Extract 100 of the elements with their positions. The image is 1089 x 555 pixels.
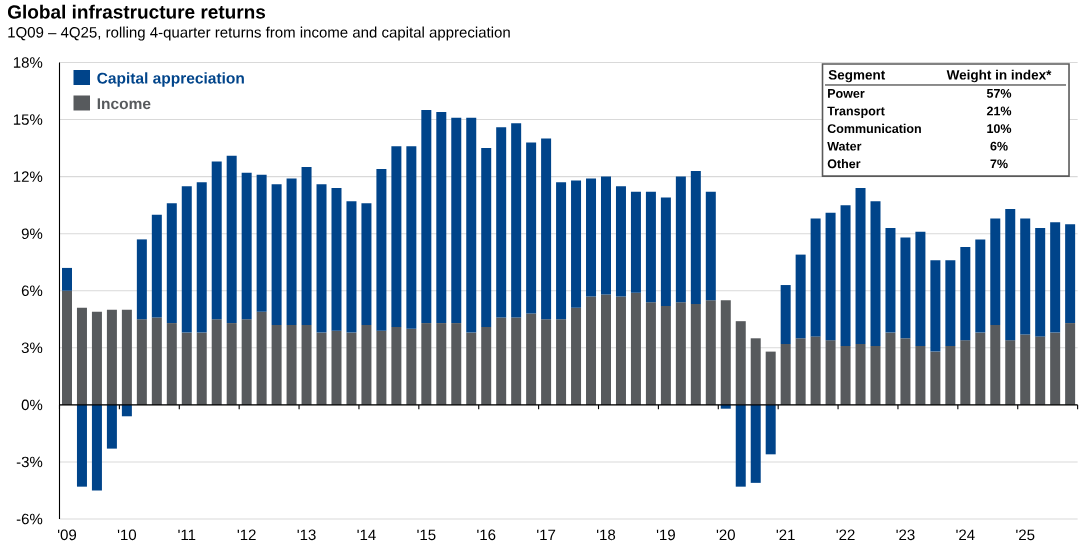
bar [615, 186, 626, 297]
bar [930, 260, 941, 352]
bar [361, 203, 372, 325]
annotation: 57% [986, 88, 1012, 98]
bar [61, 267, 72, 291]
legend-label: Capital appreciation [97, 72, 244, 87]
y-tick-label: -3% [16, 456, 43, 468]
x-tick-label: '16 [477, 529, 496, 541]
chart-title: Global infrastructure returns [7, 4, 266, 19]
bar [121, 309, 132, 405]
annotation: 7% [990, 159, 1008, 169]
bar [496, 317, 507, 405]
bar [91, 404, 102, 491]
bar [226, 155, 237, 324]
bar [1065, 224, 1076, 324]
bar [795, 254, 806, 339]
legend-label: Income [97, 98, 151, 110]
bar [406, 328, 417, 405]
bar [780, 344, 791, 405]
bar [1065, 323, 1076, 405]
bar [211, 161, 222, 320]
bar [196, 182, 207, 333]
bar [765, 404, 776, 455]
bar [256, 174, 267, 312]
bar [316, 332, 327, 405]
bar [526, 142, 537, 314]
bar [675, 176, 686, 303]
bar [960, 340, 971, 405]
x-tick-label: '19 [656, 529, 675, 541]
bar [421, 323, 432, 405]
x-tick-label: '21 [776, 529, 795, 540]
bar [855, 344, 866, 405]
bar [735, 321, 746, 405]
bar [211, 319, 222, 405]
bar [76, 404, 87, 487]
bar [825, 212, 836, 341]
bar [466, 117, 477, 333]
bar [181, 332, 192, 405]
x-tick-label: '23 [896, 529, 915, 541]
bar [975, 332, 986, 405]
x-tick-label: '24 [956, 529, 975, 540]
bar [840, 205, 851, 346]
bar [91, 311, 102, 405]
bar [1005, 340, 1016, 405]
bar [780, 285, 791, 345]
x-tick-label: '13 [297, 529, 316, 541]
y-tick-label: 15% [13, 114, 43, 125]
bar [391, 326, 402, 405]
bar [915, 231, 926, 346]
x-tick-label: '15 [417, 529, 436, 541]
bar [975, 239, 986, 333]
bar [840, 345, 851, 405]
x-tick-label: '18 [596, 529, 616, 541]
bar [735, 404, 746, 487]
bar [960, 247, 971, 341]
bar [376, 330, 387, 405]
bar [900, 237, 911, 339]
bar [451, 117, 462, 324]
bar [705, 191, 716, 301]
bar [690, 304, 701, 405]
bar [136, 319, 147, 405]
bar [810, 218, 821, 337]
x-tick-label: '25 [1016, 529, 1035, 541]
bar [346, 201, 357, 333]
bar [600, 176, 611, 295]
bar [481, 326, 492, 405]
bar [376, 169, 387, 331]
bar [271, 184, 282, 325]
bar [301, 167, 312, 325]
bar [526, 313, 537, 405]
bar [331, 188, 342, 331]
bar [870, 345, 881, 405]
bar [750, 404, 761, 483]
bar [436, 323, 447, 405]
bar [286, 324, 297, 405]
bar [660, 305, 671, 405]
bar [1050, 332, 1061, 405]
annotation: Water [827, 141, 862, 151]
bar [496, 127, 507, 318]
x-tick-label: '17 [537, 529, 556, 540]
bar [241, 172, 252, 320]
bar [166, 323, 177, 405]
bar [286, 178, 297, 325]
chart-subtitle: 1Q09 – 4Q25, rolling 4-quarter returns from income and capital appreciation [8, 26, 510, 41]
bar [271, 324, 282, 405]
annotation: Other [827, 159, 861, 169]
bar [196, 332, 207, 405]
bar [990, 324, 1001, 405]
y-tick-label: 12% [13, 171, 43, 182]
bar [945, 260, 956, 346]
bar [361, 324, 372, 405]
bar [166, 203, 177, 324]
bar [660, 197, 671, 306]
bar [1020, 218, 1031, 335]
bar [810, 336, 821, 405]
annotation: 6% [990, 141, 1008, 151]
bar [241, 319, 252, 405]
bar [600, 294, 611, 405]
bar [750, 338, 761, 405]
bar [1050, 222, 1061, 333]
